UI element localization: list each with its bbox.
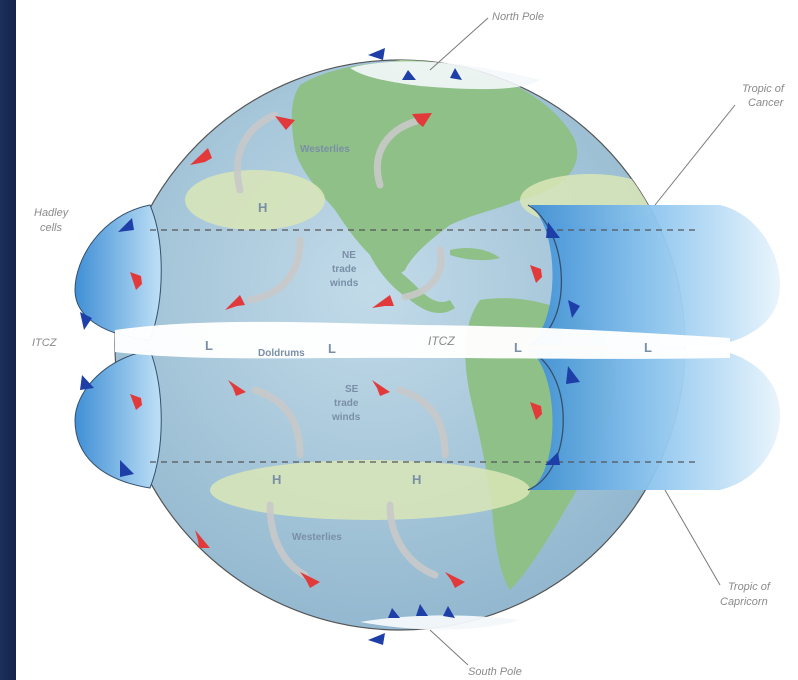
se-trade-label-1: SE bbox=[345, 384, 359, 395]
high-sw-label: H bbox=[272, 472, 281, 487]
north-polar-ice bbox=[350, 61, 540, 90]
cold-arrow bbox=[80, 312, 92, 330]
hadley-cell-left-south bbox=[74, 349, 162, 489]
high-nw-label: H bbox=[258, 200, 267, 215]
cold-arrow bbox=[545, 452, 560, 465]
wind-arrow bbox=[233, 111, 279, 194]
warm-arrow bbox=[130, 272, 142, 290]
itcz-cloud-band bbox=[115, 321, 730, 359]
cold-arrow bbox=[368, 48, 385, 60]
wind-arrow bbox=[396, 386, 449, 459]
cold-arrow bbox=[388, 608, 400, 618]
westerlies-north-label: Westerlies bbox=[300, 144, 350, 155]
cold-arrow bbox=[443, 606, 455, 618]
low-label-2: L bbox=[328, 341, 336, 356]
warm-arrow bbox=[372, 380, 390, 396]
cold-arrow bbox=[568, 300, 580, 318]
wind-arrow bbox=[251, 386, 304, 459]
itcz-center-label: ITCZ bbox=[428, 334, 455, 348]
cold-arrow bbox=[120, 460, 134, 477]
warm-arrow bbox=[195, 530, 210, 548]
leader-north-pole bbox=[429, 17, 489, 71]
cold-arrow bbox=[80, 375, 94, 390]
warm-arrow bbox=[228, 380, 246, 396]
ne-trade-label-2: trade bbox=[332, 264, 357, 275]
ne-trade-label-1: NE bbox=[342, 250, 356, 261]
warm-arrow bbox=[225, 295, 245, 310]
high-sc-label: H bbox=[412, 472, 421, 487]
central-america bbox=[370, 255, 455, 314]
hadley-cell-right-south bbox=[530, 350, 780, 490]
se-trade-label-2: trade bbox=[334, 398, 359, 409]
warm-arrow bbox=[530, 402, 542, 420]
cold-arrow bbox=[118, 218, 134, 232]
leader-south-pole bbox=[429, 629, 469, 666]
hadley-cell-left-north bbox=[74, 204, 162, 341]
wind-arrow bbox=[373, 116, 424, 189]
wind-arrow bbox=[401, 246, 445, 301]
wind-arrow bbox=[386, 501, 439, 579]
hadley-cells-label-1: Hadley bbox=[34, 207, 70, 219]
south-polar-ice bbox=[360, 615, 520, 630]
cold-arrow bbox=[566, 366, 580, 384]
low-label-3: L bbox=[514, 340, 522, 355]
south-pole-label: South Pole bbox=[468, 666, 522, 678]
warm-arrow bbox=[530, 265, 542, 283]
doldrums-label: Doldrums bbox=[258, 348, 305, 359]
se-trade-label-3: winds bbox=[331, 412, 361, 423]
warm-arrows bbox=[130, 113, 542, 588]
cold-arrow bbox=[368, 633, 385, 645]
warm-arrow bbox=[300, 572, 320, 588]
cold-arrow bbox=[402, 70, 416, 80]
wind-arrow bbox=[246, 236, 304, 304]
wind-arrow bbox=[266, 501, 309, 579]
ne-trade-label-3: winds bbox=[329, 278, 359, 289]
cold-arrows bbox=[80, 48, 580, 645]
tropic-capricorn-label-1: Tropic of bbox=[728, 581, 771, 593]
warm-arrow bbox=[412, 113, 432, 127]
tropic-cancer-label-2: Cancer bbox=[748, 97, 785, 109]
warm-arrow bbox=[130, 394, 142, 410]
leader-lines bbox=[429, 17, 736, 666]
warm-arrow bbox=[275, 116, 295, 130]
cold-arrow bbox=[546, 222, 560, 238]
leader-tropic-cancer bbox=[654, 104, 736, 206]
low-label-4: L bbox=[644, 340, 652, 355]
tropic-cancer-label-1: Tropic of bbox=[742, 83, 785, 95]
high-pressure-band-south bbox=[210, 460, 530, 520]
high-pressure-band-nw bbox=[185, 170, 325, 230]
cold-arrow bbox=[416, 604, 428, 616]
itcz-left-label: ITCZ bbox=[32, 337, 58, 349]
cold-arrow bbox=[450, 68, 462, 80]
westerlies-south-label: Westerlies bbox=[292, 532, 342, 543]
tropic-capricorn-label-2: Capricorn bbox=[720, 596, 768, 608]
leader-tropic-capricorn bbox=[664, 489, 721, 586]
wind-arrows bbox=[233, 111, 449, 579]
caribbean bbox=[450, 247, 500, 261]
warm-arrow bbox=[372, 295, 394, 308]
north-pole-label: North Pole bbox=[492, 11, 544, 23]
warm-arrow bbox=[445, 572, 465, 588]
north-america bbox=[291, 61, 578, 275]
hadley-cells-label-2: cells bbox=[40, 222, 63, 234]
low-label-1: L bbox=[205, 338, 213, 353]
hadley-cell-right-north bbox=[530, 205, 780, 345]
warm-arrow bbox=[190, 148, 212, 165]
